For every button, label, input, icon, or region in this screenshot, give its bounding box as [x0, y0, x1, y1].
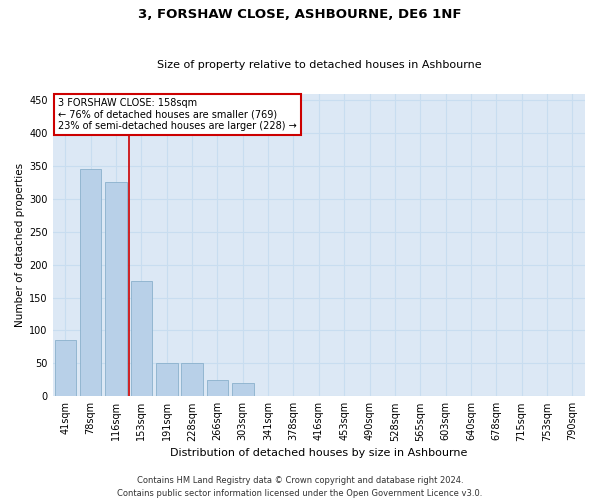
Bar — [105, 182, 127, 396]
Bar — [131, 281, 152, 396]
Bar — [232, 383, 254, 396]
Bar — [80, 169, 101, 396]
Bar — [206, 380, 228, 396]
Bar — [156, 364, 178, 396]
X-axis label: Distribution of detached houses by size in Ashbourne: Distribution of detached houses by size … — [170, 448, 467, 458]
Text: 3 FORSHAW CLOSE: 158sqm
← 76% of detached houses are smaller (769)
23% of semi-d: 3 FORSHAW CLOSE: 158sqm ← 76% of detache… — [58, 98, 297, 131]
Bar — [55, 340, 76, 396]
Title: Size of property relative to detached houses in Ashbourne: Size of property relative to detached ho… — [157, 60, 481, 70]
Text: 3, FORSHAW CLOSE, ASHBOURNE, DE6 1NF: 3, FORSHAW CLOSE, ASHBOURNE, DE6 1NF — [138, 8, 462, 20]
Y-axis label: Number of detached properties: Number of detached properties — [15, 163, 25, 327]
Bar — [181, 364, 203, 396]
Text: Contains HM Land Registry data © Crown copyright and database right 2024.
Contai: Contains HM Land Registry data © Crown c… — [118, 476, 482, 498]
